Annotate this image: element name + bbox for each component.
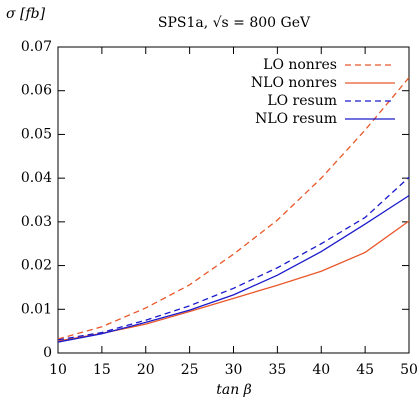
y-tick-label: 0.06	[21, 83, 52, 99]
x-tick-label: 30	[225, 362, 243, 378]
y-tick-label: 0.05	[21, 126, 52, 142]
series-line	[57, 77, 410, 340]
x-tick-label: 25	[181, 362, 199, 378]
y-tick-label: 0.03	[21, 214, 52, 230]
y-tick-label: 0.04	[21, 170, 52, 186]
y-tick-label: 0.02	[21, 258, 52, 274]
legend-label: NLO resum	[255, 111, 337, 127]
x-tick-label: 40	[312, 362, 330, 378]
legend-label: LO resum	[267, 93, 337, 109]
series-line	[57, 176, 410, 341]
x-axis-label: tan β	[216, 382, 252, 398]
y-axis-label: σ [fb]	[6, 6, 46, 22]
x-tick-label: 45	[356, 362, 374, 378]
chart-title: SPS1a, √s = 800 GeV	[158, 15, 311, 31]
plot-frame	[57, 46, 410, 354]
x-tick-label: 10	[49, 362, 67, 378]
y-tick-label: 0	[43, 345, 52, 361]
x-tick-label: 50	[400, 362, 418, 378]
y-tick-label: 0.07	[21, 39, 52, 55]
x-tick-label: 20	[137, 362, 155, 378]
y-tick-label: 0.01	[21, 301, 52, 317]
legend-label: LO nonres	[263, 57, 337, 73]
legend-label: NLO nonres	[251, 75, 337, 91]
series-line	[57, 195, 410, 343]
x-tick-label: 35	[268, 362, 286, 378]
x-tick-label: 15	[93, 362, 111, 378]
